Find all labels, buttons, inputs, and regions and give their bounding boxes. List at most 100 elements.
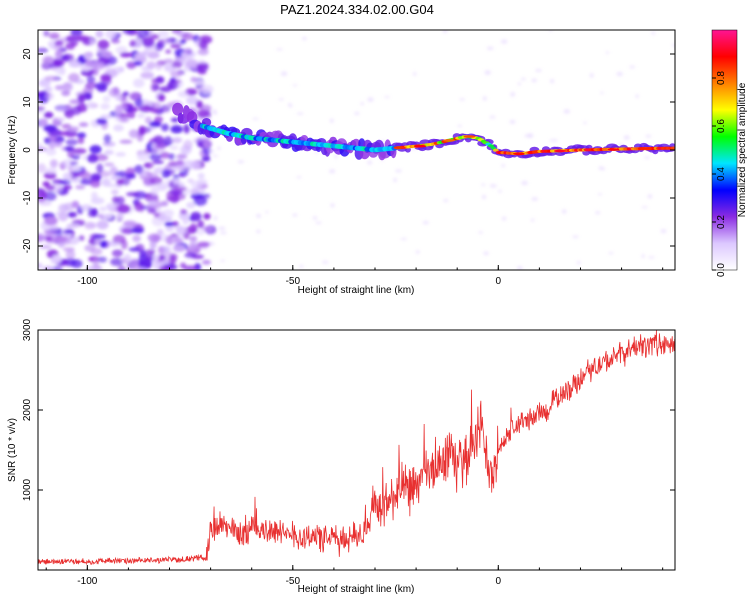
noise-blob (111, 249, 123, 257)
noise-blob (147, 208, 157, 214)
noise-blob (186, 96, 199, 105)
noise-blob (128, 92, 141, 101)
noise-blob (143, 162, 154, 169)
speckle-blob (531, 197, 538, 201)
noise-blob (115, 152, 126, 157)
noise-blob (54, 117, 66, 122)
speckle-blob (549, 139, 554, 142)
noise-blob (75, 35, 90, 41)
spectrogram-xtick-label: -100 (77, 276, 97, 287)
noise-blob (149, 176, 163, 185)
noise-blob (126, 111, 136, 119)
ridge-hotspot (414, 144, 427, 148)
speckle-blob (561, 209, 567, 214)
speckle-blob (443, 199, 449, 203)
noise-blob (63, 229, 74, 235)
noise-blob (189, 188, 200, 195)
noise-blob (71, 200, 80, 209)
speckle-blob (237, 160, 245, 164)
noise-blob (89, 145, 102, 154)
noise-blob (198, 39, 208, 50)
spectrogram-ylabel: Frequency (Hz) (7, 116, 18, 185)
noise-blob (50, 183, 63, 193)
noise-blob (130, 227, 144, 234)
noise-blob (71, 178, 81, 183)
noise-blob (64, 129, 78, 138)
speckle-blob (299, 264, 304, 268)
noise-blob (116, 178, 124, 186)
noise-blob (38, 234, 45, 242)
noise-blob (43, 111, 54, 119)
noise-blob (181, 160, 196, 169)
speckle-blob (400, 237, 408, 241)
noise-blob (119, 139, 133, 144)
noise-blob (77, 136, 85, 145)
speckle-blob (521, 77, 526, 81)
noise-blob (58, 203, 69, 213)
noise-blob (173, 178, 181, 185)
noise-blob (95, 30, 104, 38)
noise-blob (147, 51, 160, 59)
speckle-blob (287, 103, 292, 106)
noise-blob (67, 211, 77, 218)
noise-blob (95, 153, 109, 162)
spectrogram-noise (38, 30, 675, 270)
speckle-blob (330, 203, 335, 208)
noise-blob (133, 78, 145, 88)
speckle-blob (660, 229, 667, 234)
speckle-blob (292, 84, 298, 87)
snr-ytick-label: 3000 (22, 318, 33, 341)
noise-blob (103, 162, 115, 167)
speckle-blob (489, 184, 497, 188)
speckle-blob (531, 78, 537, 83)
noise-blob (116, 204, 131, 214)
noise-blob (183, 47, 193, 55)
noise-blob (122, 30, 136, 35)
noise-blob (174, 185, 187, 192)
noise-blob (62, 172, 73, 181)
noise-blob (106, 203, 116, 211)
speckle-blob (629, 65, 636, 69)
speckle-blob (212, 109, 217, 114)
noise-blob (38, 47, 49, 54)
spectrogram-ytick-label: -20 (22, 238, 33, 253)
noise-blob (186, 202, 196, 209)
noise-blob (143, 105, 151, 110)
snr-ticks: -100 -50 0 1000 2000 3000 (22, 318, 675, 587)
noise-blob (170, 125, 183, 134)
noise-blob (165, 49, 172, 54)
noise-blob (152, 160, 164, 165)
noise-blob (179, 39, 187, 44)
speckle-blob (413, 72, 417, 76)
ridge-core (670, 146, 675, 150)
speckle-blob (608, 252, 614, 255)
noise-blob (48, 140, 56, 150)
noise-blob (76, 132, 86, 139)
spectrogram-ytick-label: 0 (22, 147, 33, 153)
noise-blob (91, 191, 98, 200)
noise-blob (49, 32, 60, 40)
speckle-blob (501, 216, 507, 221)
noise-blob (125, 167, 136, 176)
speckle-blob (589, 73, 594, 78)
speckle-blob (482, 96, 487, 101)
noise-blob (153, 135, 164, 145)
noise-blob (92, 174, 102, 181)
speckle-blob (296, 112, 304, 115)
speckle-blob (207, 149, 215, 154)
noise-blob (38, 147, 48, 152)
noise-blob (189, 223, 198, 234)
speckle-blob (265, 210, 269, 214)
noise-blob (154, 116, 164, 123)
noise-blob (123, 220, 137, 227)
noise-blob (156, 183, 168, 191)
colorbar-tick-label: 0.6 (716, 119, 727, 133)
snr-xtick-label: 0 (496, 576, 502, 587)
noise-blob (136, 55, 147, 63)
noise-blob (40, 118, 48, 127)
speckle-blob (354, 111, 360, 115)
ridge-hotspot (443, 139, 455, 142)
noise-blob (197, 193, 211, 199)
spectrogram-marks (38, 30, 675, 270)
